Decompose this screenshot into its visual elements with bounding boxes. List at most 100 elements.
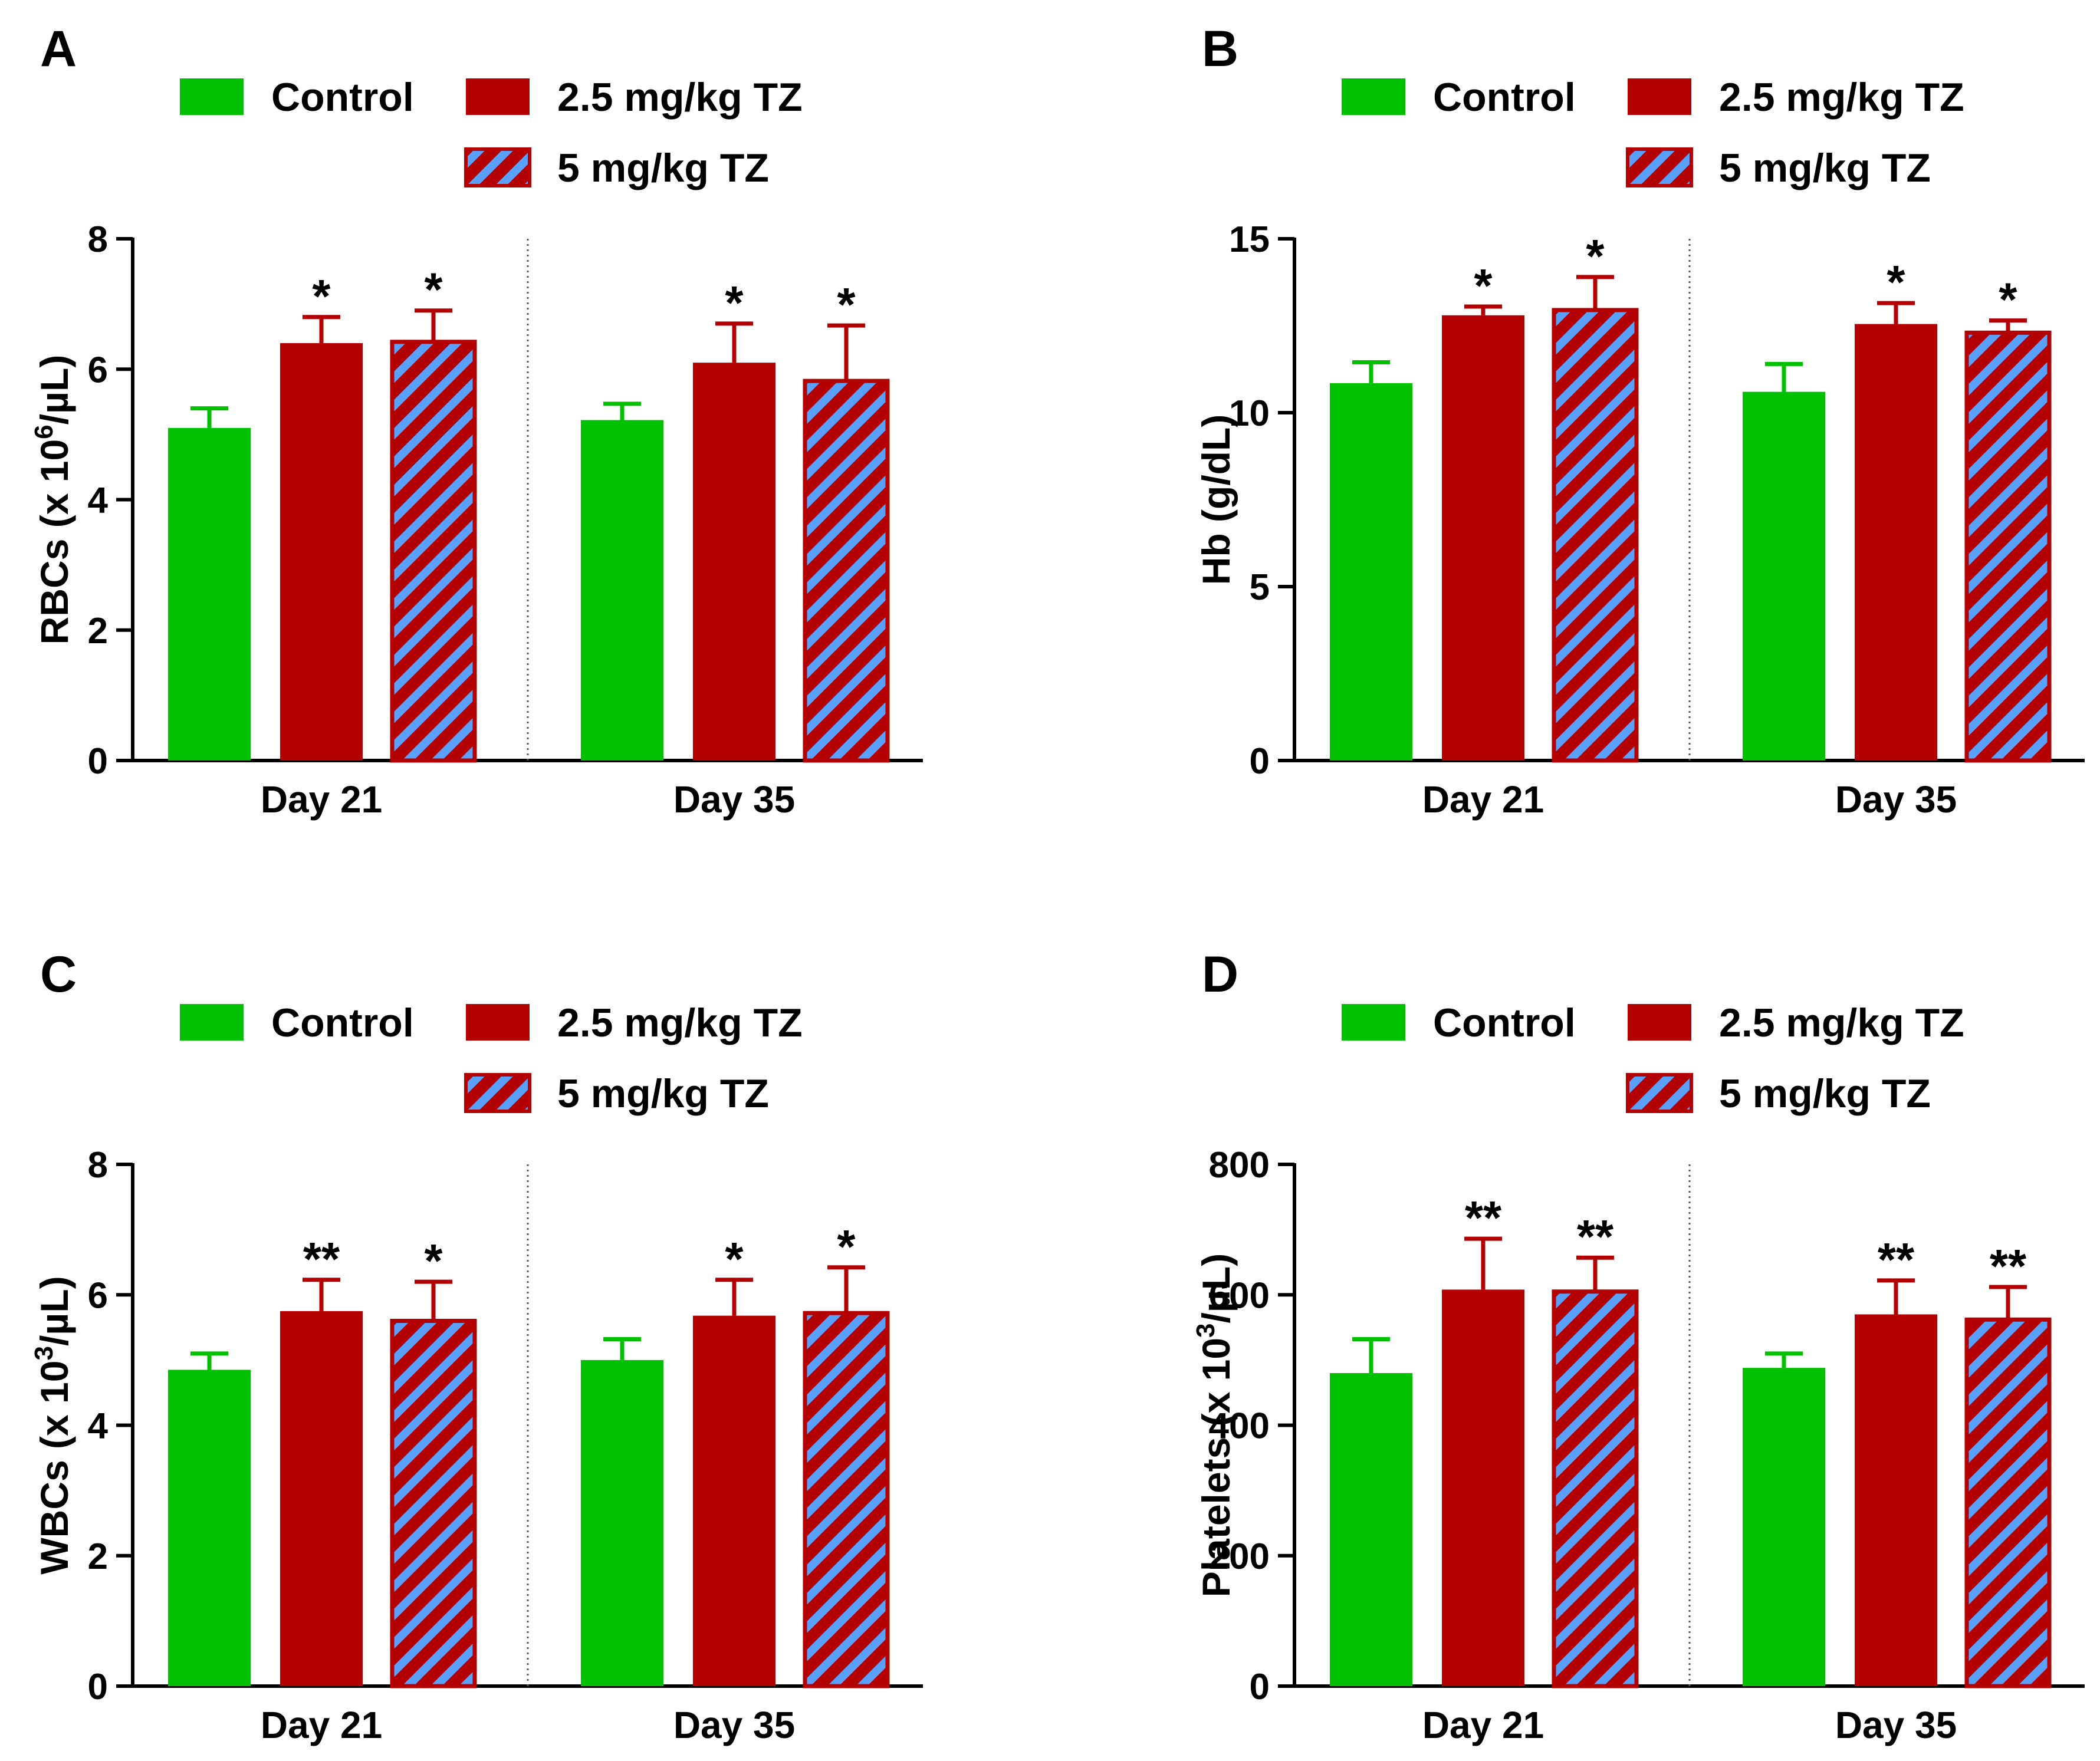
chart-panel-d: D Control 2.5 mg/kg TZ 5 mg/kg TZ 0 200 400 600… [1191, 946, 2085, 1746]
panel-label: C [40, 946, 77, 1003]
legend: Control 2.5 mg/kg TZ 5 mg/kg TZ [1342, 75, 1964, 190]
x-tick-label: Day 35 [673, 1704, 795, 1746]
bar [1855, 1314, 1937, 1686]
legend-label: 5 mg/kg TZ [557, 1071, 769, 1116]
bar [1855, 324, 1937, 761]
legend-label: Control [271, 75, 414, 120]
legend-swatch [180, 1004, 244, 1041]
bar [1330, 383, 1412, 761]
significance-mark: * [312, 270, 331, 322]
bar [280, 1311, 363, 1686]
panel-label: A [40, 21, 77, 77]
x-tick-label: Day 21 [261, 1704, 382, 1746]
y-tick-label: 4 [88, 480, 109, 521]
bar [1743, 391, 1825, 761]
legend-label: 5 mg/kg TZ [1719, 1071, 1931, 1116]
significance-mark: * [837, 278, 856, 331]
legend-swatch [1628, 1004, 1691, 1041]
bar [390, 1319, 477, 1688]
bar [1964, 1317, 2052, 1688]
x-tick-label: Day 35 [1835, 778, 1957, 821]
legend-swatch [1342, 1004, 1405, 1041]
legend-swatch [464, 147, 531, 187]
y-tick-label: 6 [88, 1275, 108, 1316]
y-axis-title: Platelets (x 103/µL) [1191, 1253, 1238, 1597]
legend-swatch [464, 1073, 531, 1113]
x-tick-label: Day 21 [261, 778, 382, 821]
y-tick-label: 15 [1229, 219, 1270, 260]
significance-mark: * [424, 264, 443, 316]
chart-panel-a: A Control 2.5 mg/kg TZ 5 mg/kg TZ 0 2 4 6 8 RBCs … [29, 21, 923, 821]
significance-mark: ** [1577, 1210, 1614, 1263]
significance-mark: * [725, 277, 744, 329]
bar [693, 1315, 775, 1686]
bar [280, 343, 363, 761]
legend-swatch [1626, 1073, 1693, 1113]
bar [168, 427, 251, 761]
significance-mark: * [1586, 230, 1605, 282]
bar [1552, 1289, 1639, 1688]
legend-label: 2.5 mg/kg TZ [557, 75, 803, 120]
y-tick-label: 800 [1209, 1145, 1270, 1186]
bar [390, 340, 477, 763]
significance-mark: * [424, 1235, 443, 1287]
bar [693, 363, 775, 761]
bar [1442, 1289, 1524, 1686]
legend-label: 2.5 mg/kg TZ [557, 1000, 803, 1045]
bar [1330, 1373, 1412, 1686]
y-axis-title: WBCs (x 103/µL) [29, 1276, 76, 1574]
significance-mark: * [1887, 256, 1905, 308]
panel-label: D [1202, 946, 1238, 1003]
y-tick-label: 2 [88, 1536, 108, 1577]
x-tick-label: Day 21 [1422, 1704, 1544, 1746]
significance-mark: * [725, 1233, 744, 1285]
x-tick-label: Day 21 [1422, 778, 1544, 821]
y-tick-label: 5 [1250, 567, 1270, 608]
chart-panel-c: C Control 2.5 mg/kg TZ 5 mg/kg TZ 0 2 4 6 8 WBCs … [29, 946, 923, 1746]
bar [803, 378, 890, 763]
y-tick-label: 200 [1209, 1536, 1270, 1577]
x-tick-label: Day 35 [1835, 1704, 1957, 1746]
significance-mark: * [1999, 274, 2017, 326]
y-axis-title: Hb (g/dL) [1194, 414, 1238, 585]
legend-swatch [466, 78, 530, 115]
bar [168, 1370, 251, 1686]
y-tick-label: 6 [88, 350, 108, 390]
legend-label: Control [1433, 75, 1576, 120]
legend: Control 2.5 mg/kg TZ 5 mg/kg TZ [180, 1000, 803, 1116]
y-tick-label: 0 [88, 741, 108, 782]
chart-panel-b: B Control 2.5 mg/kg TZ 5 mg/kg TZ 0 5 10 15 Hb (… [1194, 21, 2085, 821]
y-tick-label: 600 [1209, 1275, 1270, 1316]
panel-label: B [1202, 21, 1238, 77]
y-tick-label: 0 [1250, 741, 1270, 782]
legend-label: 5 mg/kg TZ [557, 146, 769, 190]
legend: Control 2.5 mg/kg TZ 5 mg/kg TZ [180, 75, 803, 190]
y-tick-label: 2 [88, 611, 108, 651]
significance-mark: * [1474, 259, 1493, 312]
bar [1743, 1368, 1825, 1686]
bar [1964, 330, 2052, 763]
legend-swatch [180, 78, 244, 115]
bar [581, 420, 663, 761]
bar [1552, 308, 1639, 763]
legend-swatch [1628, 78, 1691, 115]
significance-mark: ** [1990, 1240, 2027, 1292]
legend-label: 2.5 mg/kg TZ [1719, 1000, 1964, 1045]
y-tick-label: 0 [88, 1667, 108, 1707]
legend-label: Control [1433, 1000, 1576, 1045]
legend: Control 2.5 mg/kg TZ 5 mg/kg TZ [1342, 1000, 1964, 1116]
y-tick-label: 8 [88, 1145, 108, 1186]
significance-mark: ** [1465, 1191, 1502, 1244]
y-tick-label: 4 [88, 1406, 109, 1447]
legend-swatch [1626, 147, 1693, 187]
x-tick-label: Day 35 [673, 778, 795, 821]
y-tick-label: 400 [1209, 1406, 1270, 1447]
y-axis-title: RBCs (x 106/µL) [29, 355, 76, 645]
legend-label: 5 mg/kg TZ [1719, 146, 1931, 190]
y-tick-label: 10 [1229, 393, 1270, 434]
y-tick-label: 8 [88, 219, 108, 260]
bar [1442, 315, 1524, 761]
legend-swatch [1342, 78, 1405, 115]
significance-mark: * [837, 1220, 856, 1273]
